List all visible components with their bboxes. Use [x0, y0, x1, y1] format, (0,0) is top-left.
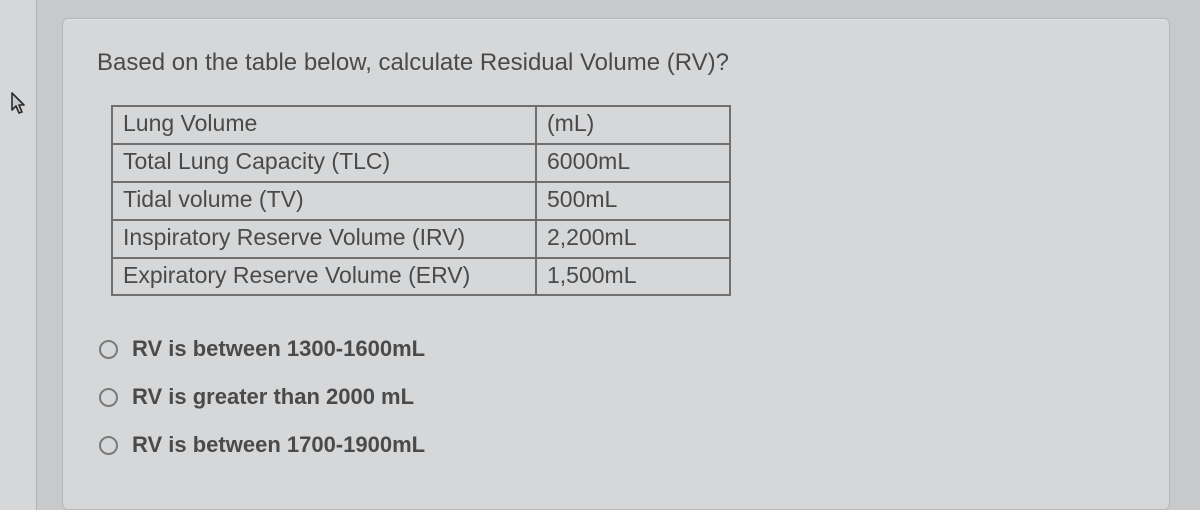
table-row: Lung Volume (mL): [112, 106, 730, 144]
answer-option[interactable]: RV is between 1300-1600mL: [99, 336, 1135, 362]
cursor-icon: [9, 92, 27, 116]
answer-option[interactable]: RV is between 1700-1900mL: [99, 432, 1135, 458]
left-rail: [0, 0, 37, 510]
question-text: Based on the table below, calculate Resi…: [97, 49, 1135, 77]
table-row: Inspiratory Reserve Volume (IRV) 2,200mL: [112, 220, 730, 258]
answer-option-label: RV is between 1700-1900mL: [132, 432, 425, 458]
answer-options: RV is between 1300-1600mL RV is greater …: [99, 336, 1135, 458]
lung-volume-table: Lung Volume (mL) Total Lung Capacity (TL…: [111, 105, 731, 296]
answer-option-label: RV is between 1300-1600mL: [132, 336, 425, 362]
radio-icon: [99, 340, 118, 359]
radio-icon: [99, 436, 118, 455]
table-cell-value: 2,200mL: [536, 220, 730, 258]
table-row: Total Lung Capacity (TLC) 6000mL: [112, 144, 730, 182]
table-cell-label: Tidal volume (TV): [112, 182, 536, 220]
table-cell-value: 6000mL: [536, 144, 730, 182]
table-row: Expiratory Reserve Volume (ERV) 1,500mL: [112, 258, 730, 296]
table-cell-label: Expiratory Reserve Volume (ERV): [112, 258, 536, 296]
table-cell-value: 500mL: [536, 182, 730, 220]
radio-icon: [99, 388, 118, 407]
table-header-label: Lung Volume: [112, 106, 536, 144]
table-cell-label: Inspiratory Reserve Volume (IRV): [112, 220, 536, 258]
table-header-value: (mL): [536, 106, 730, 144]
table-row: Tidal volume (TV) 500mL: [112, 182, 730, 220]
table-cell-label: Total Lung Capacity (TLC): [112, 144, 536, 182]
answer-option-label: RV is greater than 2000 mL: [132, 384, 414, 410]
question-card: Based on the table below, calculate Resi…: [62, 18, 1170, 510]
table-cell-value: 1,500mL: [536, 258, 730, 296]
answer-option[interactable]: RV is greater than 2000 mL: [99, 384, 1135, 410]
